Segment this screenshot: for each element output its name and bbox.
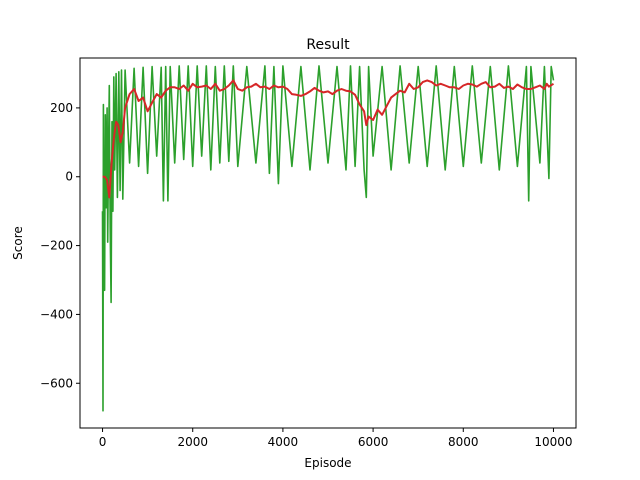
x-tick-label: 0	[99, 435, 107, 449]
y-tick-label: 0	[65, 170, 73, 184]
chart-title: Result	[306, 37, 350, 53]
x-tick-label: 10000	[534, 435, 572, 449]
axes-frame	[79, 57, 577, 429]
y-axis-ticks: −600 −400 −200 0 200	[40, 101, 80, 390]
y-axis-label: Score	[11, 226, 25, 260]
raw-series-line	[101, 65, 555, 412]
x-axis-label: Episode	[304, 456, 351, 470]
plot-area	[101, 65, 555, 412]
x-tick-label: 2000	[177, 435, 208, 449]
moving-average-series-line	[102, 79, 555, 199]
y-tick-label: −400	[40, 307, 73, 321]
x-axis-ticks: 0 2000 4000 6000 8000 10000	[99, 428, 573, 449]
x-tick-label: 6000	[358, 435, 389, 449]
y-tick-label: 200	[50, 101, 73, 115]
x-tick-label: 4000	[268, 435, 299, 449]
x-tick-label: 8000	[448, 435, 479, 449]
y-tick-label: −200	[40, 239, 73, 253]
y-tick-label: −600	[40, 376, 73, 390]
